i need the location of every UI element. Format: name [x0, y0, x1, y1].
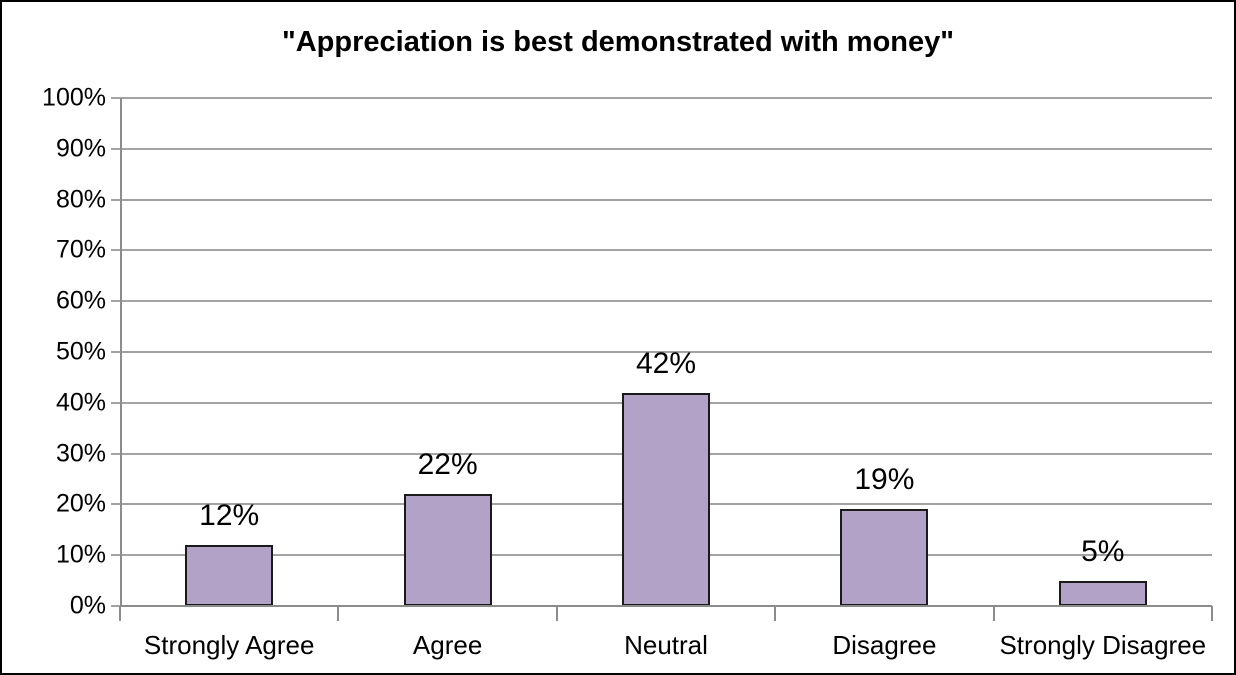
x-axis-label-neutral: Neutral — [624, 630, 708, 660]
bar-value-label-strongly-disagree: 5% — [1081, 534, 1125, 568]
gridline-80 — [120, 198, 1212, 201]
x-axis-tick — [1211, 606, 1213, 621]
x-axis — [120, 605, 1212, 607]
gridline-90 — [120, 147, 1212, 150]
x-axis-label-agree: Agree — [412, 630, 483, 660]
bar-value-label-neutral: 42% — [635, 346, 697, 380]
bar-agree — [403, 494, 492, 606]
chart-title: "Appreciation is best demonstrated with … — [281, 26, 955, 58]
x-axis-label-disagree: Disagree — [832, 630, 937, 660]
y-axis-tick-label: 20% — [55, 489, 106, 518]
y-axis-tick-label: 10% — [55, 540, 106, 569]
x-axis-label-strongly-agree: Strongly Agree — [143, 630, 315, 660]
y-axis-tick-label: 60% — [55, 286, 106, 315]
x-axis-tick — [337, 606, 340, 621]
y-axis-tick-label: 70% — [55, 235, 106, 264]
x-axis-tick — [555, 606, 558, 621]
bar-value-label-strongly-agree: 12% — [199, 499, 260, 533]
bar-disagree — [840, 509, 929, 606]
y-axis-tick — [111, 452, 120, 455]
y-axis-tick — [111, 503, 120, 506]
y-axis-tick-label: 90% — [55, 134, 106, 163]
y-axis-tick — [111, 198, 120, 201]
x-axis-tick — [992, 606, 995, 621]
y-axis-tick-label: 0% — [69, 591, 106, 620]
y-axis-tick — [111, 300, 120, 303]
y-axis-tick-label: 40% — [55, 388, 106, 417]
bar-strongly-disagree — [1058, 580, 1147, 606]
y-axis-tick — [111, 147, 120, 150]
gridline-50 — [120, 351, 1212, 353]
bar-strongly-agree — [185, 545, 274, 606]
y-axis-tick — [111, 554, 120, 557]
y-axis-tick — [111, 605, 120, 607]
y-axis — [120, 98, 122, 606]
x-axis-tick — [774, 606, 777, 621]
y-axis-tick — [111, 351, 120, 353]
y-axis-tick-label: 50% — [55, 337, 106, 366]
y-axis-tick — [111, 97, 120, 99]
bar-value-label-agree: 22% — [417, 448, 478, 482]
x-axis-label-strongly-disagree: Strongly Disagree — [999, 630, 1207, 660]
y-axis-tick — [111, 401, 120, 404]
gridline-100 — [120, 97, 1212, 99]
gridline-60 — [120, 300, 1212, 303]
y-axis-tick-label: 30% — [55, 439, 106, 468]
x-axis-tick — [119, 606, 121, 621]
y-axis-tick-label: 100% — [42, 83, 106, 112]
bar-value-label-disagree: 19% — [854, 463, 915, 497]
bar-neutral — [622, 392, 710, 606]
y-axis-tick-label: 80% — [55, 185, 106, 214]
y-axis-tick — [111, 249, 120, 252]
gridline-70 — [120, 249, 1212, 252]
